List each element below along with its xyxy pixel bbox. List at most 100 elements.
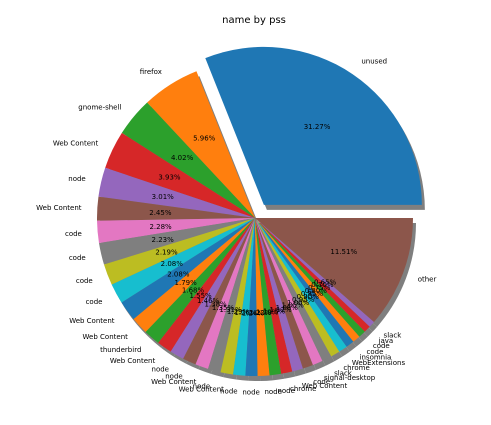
slice-label: code [76,277,93,285]
slice-percent: 1.05% [282,302,305,310]
pie-slice [233,218,255,376]
pie-slice [255,218,282,376]
slice-label: code [65,230,82,238]
slice-percent: 1.46% [197,297,220,305]
pie-slice [255,218,270,376]
pie-slice [208,218,255,373]
slice-label: Web Content [110,357,156,365]
pie-slice [255,218,340,357]
pie-slice [255,218,303,372]
pie-slice [121,102,255,218]
pie-slice [255,218,332,361]
pie-slice [255,218,370,332]
slice-percent: 1.79% [175,279,198,287]
pie-slice [103,218,256,285]
pie-slice [133,218,255,333]
pie-slice [255,218,414,322]
pie-slice [121,218,255,320]
pie-slice [255,218,360,342]
slice-percent: 2.23% [152,236,175,244]
slice-percent: 11.51% [330,248,357,256]
pie-slice [111,218,255,303]
slice-percent: 2.19% [155,249,178,257]
pie-slice [158,218,255,352]
slice-percent: 0.90% [297,293,320,301]
slice-label: code [86,298,103,306]
pie-slice [183,218,255,365]
pie-slice [195,218,255,369]
pie-slice [255,218,374,327]
slice-label: Web Content [53,140,99,148]
slice-percent: 1.19% [256,309,279,317]
slice-percent: 0.85% [301,290,324,298]
slice-label: Web Content [36,204,82,212]
slice-percent: 0.80% [305,287,328,295]
pie-slice [255,218,293,374]
slice-label: java [378,337,394,345]
slice-label: Web Content [151,378,197,386]
pie-slice [145,218,255,343]
slice-percent: 0.65% [314,278,337,286]
slice-percent: 3.01% [152,193,175,201]
pie-slice [97,218,256,244]
pie-slice [255,218,354,347]
slice-label: other [418,276,437,284]
slice-percent: 1.12% [269,306,292,314]
slice-label: node [264,388,281,396]
slice-label: Web Content [83,333,129,341]
slice-label: node [165,373,182,381]
pie-slice [170,218,255,359]
slice-label: code [367,348,384,356]
slice-percent: 1.55% [189,292,212,300]
pie-slice [205,46,422,205]
slice-label: Web Content [179,386,225,394]
pie-slices [96,46,422,377]
slice-label: code [373,342,390,350]
slice-percent: 1.68% [182,286,205,294]
chart-title: name by pss [222,15,286,26]
slice-percent: 1.24% [242,309,265,317]
slice-percent: 1.35% [212,304,235,312]
pie-slice [245,218,258,377]
slice-label: firefox [140,68,162,76]
slice-percent: 1.38% [204,301,227,309]
slice-percent: 4.02% [171,154,194,162]
pie-slice [255,218,323,365]
pie-slice [99,218,255,265]
slice-percent: 2.08% [167,270,190,278]
slice-label: thunderbird [100,346,141,354]
pie-slice [220,218,255,375]
slice-percent: 1.22% [249,309,272,317]
slice-label: code [69,254,86,262]
slice-label: code [313,378,330,386]
slice-label: node [68,175,85,183]
slice-percent: 1.31% [219,306,242,314]
slice-label: chrome [290,385,316,393]
slice-label: Web Content [69,317,115,325]
pie-slice [255,218,365,337]
slice-label: node [220,387,237,395]
slice-label: signal-desktop [324,374,376,382]
slice-percent: 1.08% [276,304,299,312]
slice-label: slack [384,331,403,339]
slice-label: insomnia [360,353,392,361]
slice-label: gnome-shell [78,103,121,111]
slice-percent: 1.26% [234,309,257,317]
slice-percent: 3.93% [158,174,181,182]
pie-slice [98,167,255,218]
slice-percent: 2.08% [161,260,184,268]
pie-slice [255,218,313,369]
slice-percent: 1.15% [263,307,286,315]
slice-percent: 0.75% [308,284,331,292]
slice-percent: 1.00% [287,299,310,307]
slice-label: Web Content [302,382,348,390]
pie-slice [255,218,347,352]
slice-label: node [152,366,169,374]
slice-label: unused [361,58,387,66]
slice-label: node [277,387,294,395]
pie-slice [147,71,255,218]
slice-percent: 5.96% [193,134,216,142]
slice-label: WebExtensions [352,359,406,367]
slice-label: slack [334,369,353,377]
